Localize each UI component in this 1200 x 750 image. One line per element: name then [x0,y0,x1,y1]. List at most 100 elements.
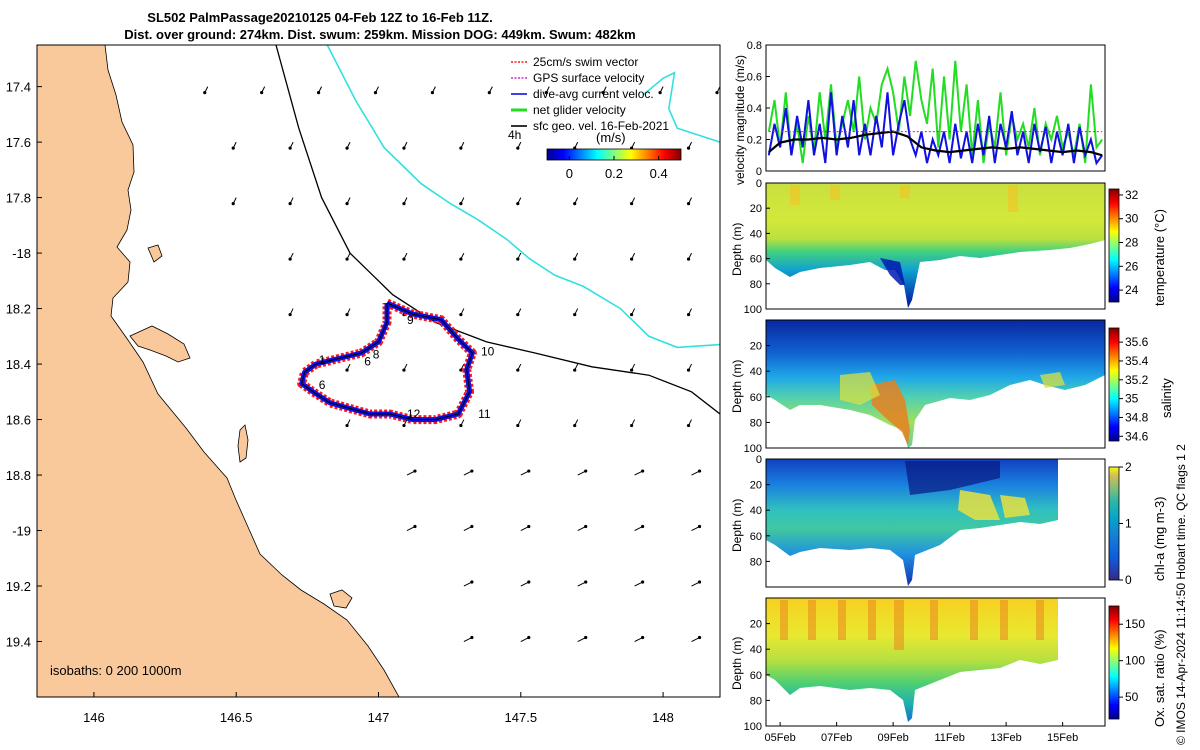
velocity-arrow [658,86,664,95]
velocity-arrow [487,86,493,95]
velocity-arrow [516,308,522,317]
velocity-arrow [520,469,531,476]
velocity-arrow [345,141,351,150]
time-tick-label: 13Feb [991,732,1022,744]
scale-label: 4h [508,128,521,142]
y-tick-label: 18.2 [6,302,31,317]
depth-tick-label: 40 [750,228,762,240]
velocity-arrow [748,469,758,475]
velocity-arrow [686,308,692,317]
temperature-field [766,183,1105,308]
velocity-series [767,60,1104,166]
velocity-series-line [767,60,1104,164]
velocity-arrow [288,252,294,261]
velocity-arrow [748,525,758,531]
velocity-arrow [577,635,588,642]
velocity-arrow [744,198,749,206]
velocity-arrow [345,419,351,428]
waypoint-label: 6 [319,378,326,392]
temperature-colorbar-ticks: 24 26 28 30 32 [1119,188,1139,297]
temperature-colorbar-label: temperature (°C) [1152,209,1167,306]
velocity-arrow [459,252,465,261]
depth-tick-label: 60 [750,254,762,266]
velocity-arrow [402,197,408,206]
depth-tick-label: 80 [750,695,762,707]
velocity-arrow [463,524,474,531]
depth-tick-label: 40 [750,505,762,517]
colorbar-tick-label: 24 [1125,283,1139,297]
colorbar-tick-label: 100 [1125,654,1145,668]
chlorophyll-frame [765,458,1106,588]
colorbar-unit: (m/s) [596,130,626,145]
oxygen-colorbar-label: Ox. sat. ratio (%) [1152,629,1167,727]
velocity-arrow [686,252,692,261]
oxygen-y-ticks: 20 40 60 80 100 [744,619,770,733]
velocity-arrow [402,252,408,261]
depth-tick-label: 20 [750,619,762,631]
velocity-y-tick-label: 0.2 [747,135,762,147]
velocity-arrow [402,363,408,372]
chlorophyll-ylabel: Depth (m) [730,499,744,552]
velocity-arrow [288,197,294,206]
chlorophyll-colorbar-label: chl-a (mg m-3) [1152,496,1167,581]
colorbar-tick-label: 28 [1125,236,1139,250]
y-tick-label: 19.4 [6,635,31,650]
chlorophyll-panel: 0 20 40 60 80 Depth (m) 0 1 2 chl-a (mg m-3) [730,454,1167,588]
oxygen-ylabel: Depth (m) [730,637,744,690]
velocity-arrow [345,197,351,206]
chlorophyll-dark-low [905,461,1000,495]
colorbar-tick-label: 0.4 [650,166,668,181]
velocity-arrow [231,197,237,206]
depth-tick-label: 80 [750,279,762,291]
velocity-arrow [516,252,522,261]
temperature-deep-blue [880,258,905,285]
palm-island-1 [237,424,249,463]
depth-tick-label: 20 [750,341,762,353]
salinity-panel: 20 40 60 80 100 Depth (m) 34.6 34.8 35 35.2 35.4… [730,319,1174,455]
velocity-arrow [634,469,645,476]
depth-tick-label: 40 [750,644,762,656]
y-tick-label: 18.6 [6,413,31,428]
oxygen-colorbar [1108,605,1120,720]
velocity-arrow [691,635,702,642]
velocity-arrow [520,580,531,587]
colorbar-tick-label: 150 [1125,617,1145,631]
salinity-y-ticks: 20 40 60 80 100 [744,341,770,455]
velocity-ylabel: velocity magnitude (m/s) [733,55,747,185]
velocity-arrow [516,197,522,206]
velocity-arrow [316,86,323,95]
velocity-arrow [573,197,579,206]
velocity-arrow [686,363,692,372]
x-tick-label: 148 [652,710,674,725]
x-tick-label: 146.5 [220,710,253,725]
oxygen-panel: 20 40 60 80 100 05Feb 07Feb 09Feb 11Feb 13Feb 15F… [730,597,1167,744]
colorbar-tick-label: 34.8 [1125,410,1149,424]
depth-tick-label: 100 [744,443,762,455]
velocity-arrow [430,86,436,95]
velocity-arrow [573,419,579,428]
depth-tick-label: 100 [744,721,762,733]
velocity-arrow [577,580,588,587]
salinity-colorbar-ticks: 34.6 34.8 35 35.2 35.4 35.6 [1119,335,1149,443]
velocity-arrow [748,636,758,642]
velocity-arrow [577,469,588,476]
velocity-arrow [544,86,550,95]
oxygen-frame [765,597,1106,727]
time-tick-label: 05Feb [765,732,796,744]
temperature-frame [765,182,1106,310]
chart-subtitle: Dist. over ground: 274km. Dist. swum: 25… [124,27,636,42]
waypoint-label: 8 [373,348,380,362]
velocity-arrow [516,419,522,428]
waypoint-label: 11 [478,407,491,421]
oxygen-colorbar-ticks: 50 100 150 [1119,617,1145,704]
magnetic-island [329,589,353,609]
velocity-arrow [459,419,465,428]
colorbar-tick-label: 0 [566,166,573,181]
chlorophyll-field [766,459,1058,586]
depth-tick-label: 60 [750,392,762,404]
velocity-arrow [691,580,702,587]
depth-tick-label: 80 [750,556,762,568]
colorbar-tick-label: 35.4 [1125,354,1149,368]
velocity-series-line [768,130,1103,157]
y-tick-label: 17.6 [6,135,31,150]
